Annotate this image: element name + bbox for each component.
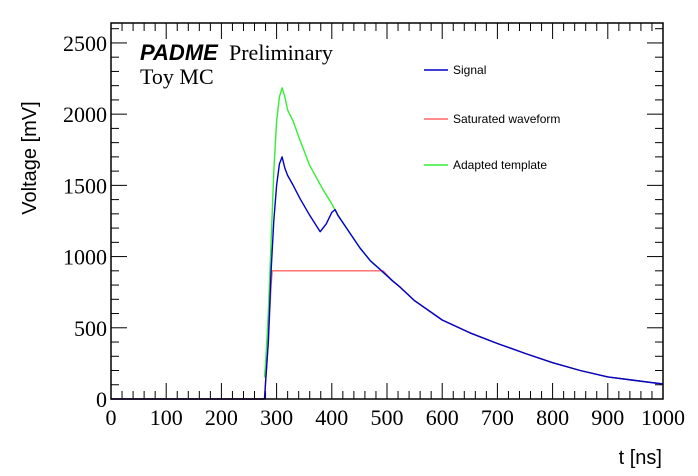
- x-tick-label: 300: [260, 405, 293, 430]
- subtitle-label: Toy MC: [140, 64, 214, 89]
- series-line-adapted-template: [263, 87, 664, 385]
- x-tick-label: 700: [481, 405, 514, 430]
- x-tick-label: 200: [205, 405, 238, 430]
- plot-frame: [110, 22, 664, 400]
- series-line-signal: [111, 156, 664, 400]
- legend: Signal Saturated waveform Adapted template: [424, 63, 560, 172]
- x-tick-label: 100: [150, 405, 183, 430]
- y-tick-label: 1000: [63, 245, 107, 270]
- x-tick-label: 900: [591, 405, 624, 430]
- legend-item: Signal: [424, 63, 486, 77]
- x-tick-label: 400: [315, 405, 348, 430]
- x-tick-label: 500: [371, 405, 404, 430]
- legend-item: Adapted template: [424, 158, 547, 172]
- series-line-saturated-waveform: [111, 270, 664, 400]
- x-tick-label: 600: [426, 405, 459, 430]
- x-tick-label: 1000: [641, 405, 685, 430]
- legend-label: Adapted template: [453, 158, 547, 172]
- x-tick-labels: 0 100 200 300 400 500 600 700 800 900 1000: [106, 405, 686, 430]
- y-tick-label: 0: [96, 387, 107, 412]
- y-tick-label: 1500: [63, 173, 107, 198]
- legend-label: Signal: [453, 63, 486, 77]
- legend-item: Saturated waveform: [424, 112, 560, 126]
- x-tick-label: 0: [106, 405, 117, 430]
- x-tick-label: 800: [536, 405, 569, 430]
- experiment-label: PADME: [140, 40, 219, 65]
- status-label: Preliminary: [229, 40, 333, 65]
- series-group: [111, 87, 664, 400]
- x-axis-title: t [ns]: [619, 447, 662, 469]
- legend-label: Saturated waveform: [453, 112, 560, 126]
- y-tick-label: 2000: [63, 102, 107, 127]
- y-axis-title: Voltage [mV]: [19, 101, 41, 214]
- y-tick-label: 2500: [63, 31, 107, 56]
- y-tick-label: 500: [74, 316, 107, 341]
- y-tick-labels: 0 500 1000 1500 2000 2500: [63, 31, 107, 412]
